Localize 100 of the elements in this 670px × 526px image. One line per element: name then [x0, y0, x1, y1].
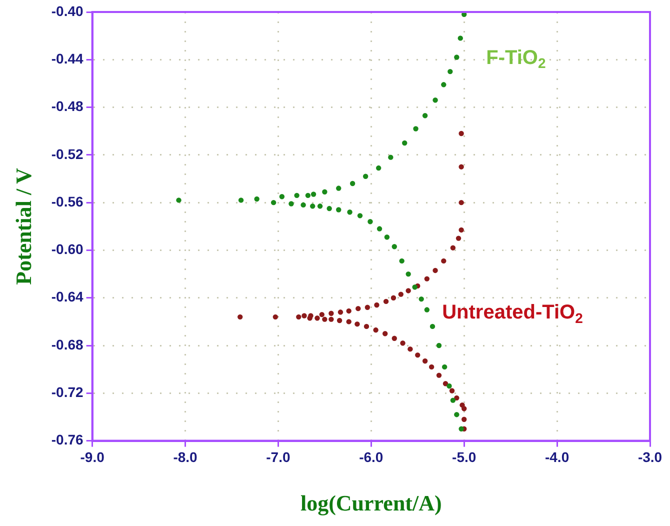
point — [428, 364, 434, 370]
point — [346, 319, 352, 324]
point — [336, 207, 342, 212]
point — [424, 276, 430, 282]
point — [356, 306, 361, 312]
x-tick-label: -7.0 — [266, 449, 290, 466]
point — [392, 244, 397, 250]
point — [346, 308, 352, 314]
point — [336, 186, 342, 191]
point — [279, 194, 285, 200]
point — [422, 113, 428, 118]
point — [399, 258, 404, 264]
point — [462, 416, 467, 422]
point — [454, 412, 460, 418]
point — [448, 68, 453, 74]
point — [446, 383, 452, 389]
point — [454, 54, 460, 60]
x-tick-label: -3.0 — [638, 449, 662, 466]
point — [458, 227, 464, 233]
y-tick-label: -0.56 — [51, 193, 84, 210]
point — [450, 245, 456, 250]
point — [406, 288, 411, 294]
point — [460, 402, 465, 408]
point — [422, 358, 428, 364]
point — [376, 165, 382, 171]
point — [442, 381, 448, 386]
point — [357, 213, 363, 218]
point — [388, 154, 394, 160]
point — [308, 313, 314, 318]
x-tick-label: -4.0 — [544, 449, 570, 466]
point — [350, 180, 356, 186]
point — [272, 314, 278, 320]
point — [398, 292, 404, 297]
point — [456, 236, 462, 241]
point — [347, 210, 352, 215]
point — [383, 298, 389, 304]
point — [458, 426, 464, 432]
point — [430, 324, 436, 330]
point — [432, 98, 438, 103]
point — [319, 312, 324, 318]
point — [374, 302, 380, 308]
point — [408, 346, 413, 352]
point — [322, 316, 328, 322]
point — [364, 304, 370, 310]
point — [406, 271, 411, 277]
point — [415, 352, 420, 358]
point — [424, 307, 430, 312]
point — [449, 388, 455, 394]
point — [317, 204, 323, 209]
point — [300, 202, 306, 208]
y-tick-label: -0.40 — [51, 2, 84, 19]
point — [392, 336, 397, 341]
point — [458, 130, 464, 136]
point — [450, 398, 456, 403]
y-tick-label: -0.64 — [51, 288, 84, 305]
x-tick-label: -9.0 — [80, 449, 105, 466]
point — [354, 321, 360, 327]
point — [402, 140, 408, 146]
point — [413, 126, 418, 132]
point — [384, 234, 390, 240]
point — [418, 296, 424, 302]
point — [454, 395, 460, 401]
y-tick-label: -0.44 — [51, 50, 84, 67]
point — [302, 313, 307, 318]
point — [382, 331, 388, 336]
y-tick-label: -0.48 — [51, 98, 84, 114]
point — [368, 219, 373, 224]
point — [362, 174, 368, 179]
y-tick-label: -0.76 — [51, 432, 84, 448]
y-tick-label: -0.68 — [51, 336, 84, 352]
point — [294, 192, 300, 198]
point — [326, 206, 332, 212]
point — [376, 226, 382, 232]
point — [338, 310, 344, 315]
point — [254, 196, 260, 202]
point — [288, 201, 294, 206]
point — [336, 318, 342, 324]
point — [458, 36, 463, 41]
point — [328, 310, 334, 316]
point — [310, 204, 316, 209]
point — [373, 327, 378, 333]
point — [390, 295, 396, 300]
point — [270, 200, 276, 206]
point — [442, 364, 448, 370]
y-tick-label: -0.52 — [51, 146, 84, 162]
point — [441, 258, 446, 264]
point — [314, 316, 320, 321]
y-tick-label: -0.60 — [51, 241, 84, 258]
x-tick-label: -8.0 — [173, 449, 198, 466]
point — [310, 192, 316, 197]
point — [458, 200, 464, 206]
y-axis-title: Potential / V — [10, 168, 36, 285]
x-tick-label: -6.0 — [359, 449, 384, 466]
point — [238, 198, 244, 203]
point — [441, 82, 446, 88]
point — [436, 342, 442, 348]
point — [328, 316, 334, 322]
point — [296, 314, 302, 320]
x-tick-label: -5.0 — [452, 449, 476, 466]
point — [176, 198, 182, 203]
